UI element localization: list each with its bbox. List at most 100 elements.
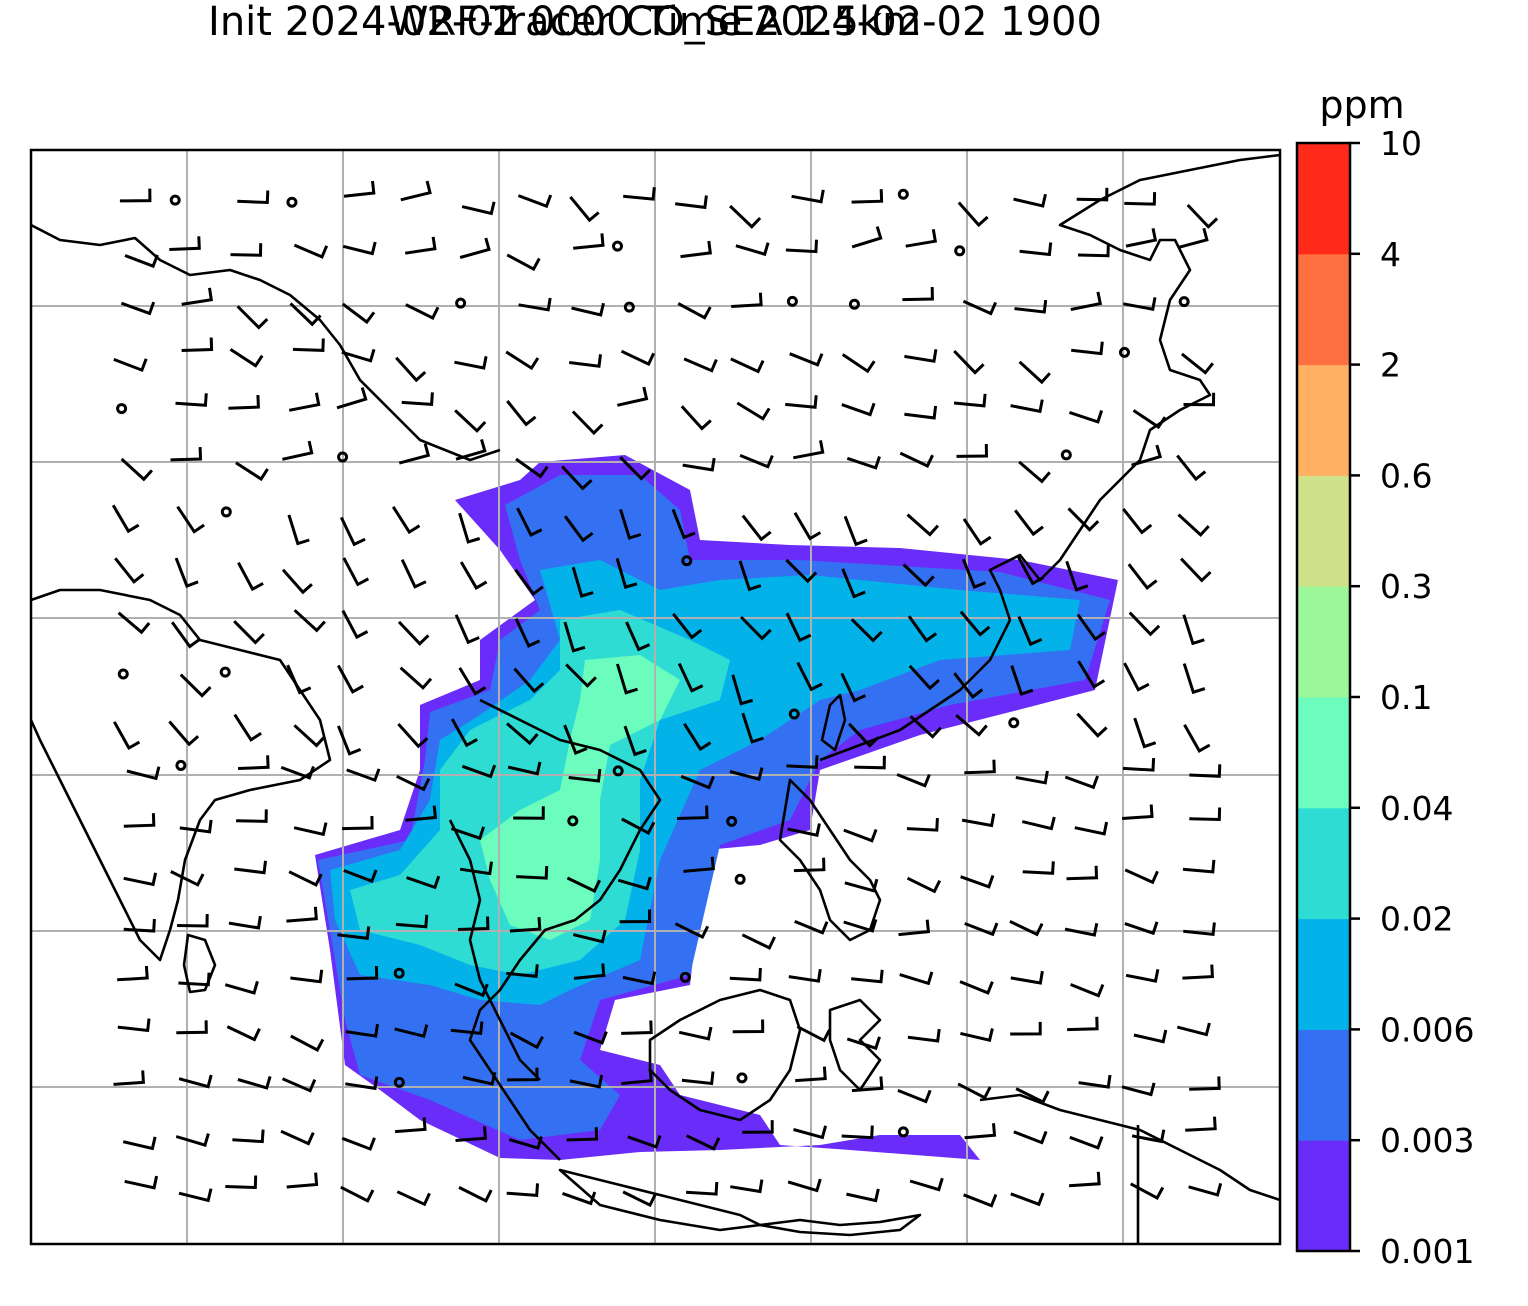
- wind-barb: [1185, 1116, 1217, 1132]
- wind-barb: [225, 1175, 258, 1190]
- wind-barb: [450, 1021, 484, 1036]
- wind-barb: [907, 1028, 941, 1043]
- colorbar-tick-label: 0.04: [1380, 789, 1453, 828]
- coastline-sulawesi: [828, 998, 882, 1092]
- wind-barb: [232, 1129, 265, 1144]
- wind-barb: [224, 980, 259, 995]
- wind-barb: [850, 618, 883, 643]
- wind-barb: [114, 557, 145, 584]
- wind-barb: [398, 443, 431, 465]
- calm-wind-marker: [786, 295, 798, 307]
- wind-barb: [126, 766, 161, 781]
- wind-barb: [671, 508, 696, 540]
- wind-barb: [1014, 509, 1044, 537]
- wind-barb: [337, 725, 362, 756]
- wind-barb: [1127, 563, 1158, 591]
- wind-barb: [1068, 410, 1104, 424]
- wind-barb: [1131, 444, 1163, 467]
- wind-barb: [117, 965, 149, 982]
- wind-barb: [290, 969, 324, 984]
- band-0.04: [480, 655, 680, 940]
- wind-barb: [793, 857, 826, 873]
- wind-barb: [741, 712, 764, 744]
- wind-barb: [683, 722, 712, 752]
- wind-barb: [1183, 922, 1216, 937]
- wind-barb: [516, 507, 543, 538]
- wind-barb: [964, 759, 996, 775]
- wind-barb: [674, 922, 710, 940]
- wind-barb: [730, 1179, 764, 1194]
- colorbar-tick-label: 0.006: [1380, 1010, 1474, 1049]
- wind-barb: [395, 356, 427, 383]
- wind-barb: [622, 971, 657, 986]
- wind-barb: [1077, 660, 1106, 689]
- border-northwest: [31, 223, 501, 462]
- wind-barb: [785, 239, 818, 254]
- wind-barb: [120, 457, 154, 482]
- wind-barb: [290, 1034, 325, 1053]
- wind-barb: [899, 451, 934, 468]
- calm-wind-marker: [337, 451, 349, 463]
- wind-barb: [515, 457, 549, 479]
- wind-barb: [843, 918, 878, 933]
- wind-barb: [1188, 1182, 1223, 1197]
- wind-barb: [458, 667, 487, 696]
- colorbar-tick-label: 0.003: [1380, 1121, 1474, 1160]
- colorbar-tick-label: 0.02: [1380, 900, 1453, 939]
- calm-wind-marker: [286, 196, 298, 208]
- wind-barb: [1122, 507, 1153, 535]
- wind-barb: [117, 1018, 151, 1033]
- wind-barb: [458, 1186, 493, 1203]
- wind-barb: [621, 1020, 653, 1035]
- wind-barb: [336, 387, 368, 410]
- wind-barb: [563, 515, 594, 543]
- wind-barb: [1010, 970, 1044, 985]
- wind-barb: [461, 764, 497, 779]
- wind-barb: [455, 1126, 488, 1142]
- wind-barb: [459, 861, 493, 876]
- wind-barb: [293, 243, 329, 259]
- wind-barb: [336, 664, 364, 694]
- coastline-taiwan: [820, 693, 847, 752]
- wind-barb: [458, 512, 481, 544]
- wind-barb: [1067, 1016, 1099, 1032]
- wind-barb: [1176, 1022, 1211, 1037]
- wind-barb: [1189, 1076, 1221, 1091]
- map-frame: [29, 148, 1282, 1246]
- wind-barb: [1183, 724, 1211, 753]
- wind-barb: [902, 286, 934, 302]
- coastline-borneo: [648, 988, 802, 1122]
- wind-barb: [238, 755, 270, 770]
- wind-barb: [342, 241, 377, 256]
- colorbar-segment: [1297, 1140, 1350, 1252]
- wind-barb: [957, 1082, 992, 1100]
- wind-barb: [406, 875, 441, 890]
- wind-barb: [571, 566, 594, 598]
- wind-barb: [117, 611, 151, 635]
- wind-barb: [793, 512, 822, 541]
- calm-wind-marker: [897, 188, 909, 200]
- colorbar-tick-label: 10: [1380, 124, 1422, 163]
- wind-barb: [1186, 203, 1219, 229]
- colorbar-segment: [1297, 918, 1350, 1030]
- wind-barb: [514, 618, 541, 648]
- wind-barb: [509, 917, 542, 933]
- wind-barb: [672, 612, 703, 640]
- calm-wind-marker: [736, 1072, 748, 1084]
- wind-barb: [1182, 859, 1216, 874]
- calm-wind-marker: [1008, 717, 1020, 729]
- wind-barb: [904, 349, 938, 363]
- wind-barb: [566, 1127, 599, 1142]
- wind-barb: [793, 1125, 828, 1140]
- wind-barb: [615, 663, 639, 695]
- wind-barb: [1015, 1087, 1050, 1105]
- wind-barb: [236, 809, 268, 823]
- colorbar-tick-label: 0.6: [1380, 456, 1432, 495]
- wind-barb: [729, 967, 762, 982]
- wind-barb: [787, 1178, 822, 1193]
- calm-wind-marker: [612, 240, 624, 252]
- wind-barb: [962, 299, 997, 316]
- wind-barb: [454, 409, 487, 433]
- wind-barb: [1078, 1074, 1112, 1089]
- calm-wind-marker: [1178, 296, 1190, 308]
